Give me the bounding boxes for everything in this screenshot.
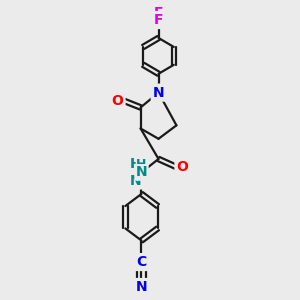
Text: C: C xyxy=(136,255,147,269)
Text: O: O xyxy=(112,94,124,108)
Text: N: N xyxy=(136,280,147,294)
Text: H: H xyxy=(136,158,147,171)
Text: H
N: H N xyxy=(130,157,142,188)
Text: F: F xyxy=(154,6,163,20)
Text: N: N xyxy=(136,165,147,179)
Text: F: F xyxy=(154,13,163,27)
Text: N: N xyxy=(153,85,164,100)
Text: O: O xyxy=(176,160,188,174)
